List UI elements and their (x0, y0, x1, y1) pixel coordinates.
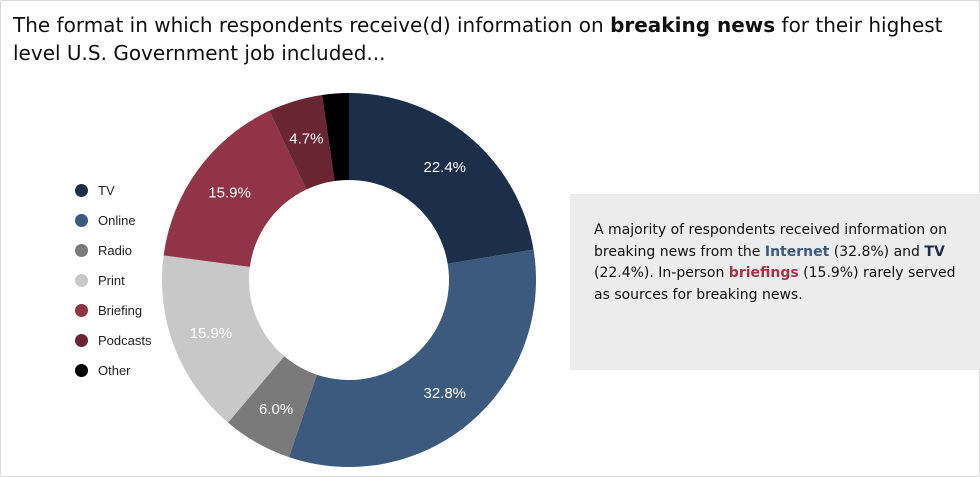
callout-part-1: A majority of respondents received infor… (594, 222, 947, 260)
callout-part-3: (22.4%). In-person (594, 265, 729, 281)
callout-box: A majority of respondents received infor… (570, 194, 980, 370)
slice-online (288, 249, 536, 467)
legend-swatch (75, 363, 88, 377)
slice-podcasts (269, 94, 335, 190)
callout-highlight-internet: Internet (764, 243, 830, 260)
legend-label: Other (98, 362, 131, 378)
title-bold: breaking news (610, 13, 776, 37)
legend-swatch (75, 213, 88, 227)
legend-item-online: Online (75, 205, 151, 235)
callout-part-4: (15.9%) rarely served as sources for bre… (594, 265, 956, 303)
legend-label: Online (98, 212, 136, 228)
slice-tv (349, 93, 534, 264)
legend-item-radio: Radio (75, 235, 151, 265)
callout-text: A majority of respondents received infor… (594, 220, 964, 306)
legend-item-briefing: Briefing (75, 295, 151, 325)
slice-label-podcasts: 4.7% (289, 130, 323, 147)
slice-print (161, 255, 285, 423)
slice-other (322, 93, 349, 182)
legend-swatch (75, 273, 88, 287)
legend-label: Radio (98, 242, 132, 258)
slice-label-tv: 22.4% (423, 159, 466, 176)
legend-swatch (75, 243, 88, 257)
legend-item-podcasts: Podcasts (75, 325, 151, 355)
legend-item-tv: TV (75, 175, 151, 205)
slice-label-briefing: 15.9% (208, 185, 251, 202)
slice-briefing (163, 110, 307, 267)
slice-label-print: 15.9% (190, 325, 233, 342)
chart-title: The format in which respondents receive(… (13, 11, 973, 67)
slice-label-online: 32.8% (423, 385, 466, 402)
legend-label: Briefing (98, 302, 143, 318)
legend-label: Podcasts (98, 332, 152, 348)
chart-legend: TV Online Radio Print Briefing Podcasts Other (75, 175, 151, 385)
legend-item-other: Other (75, 355, 151, 385)
legend-label: TV (98, 182, 115, 198)
legend-item-print: Print (75, 265, 151, 295)
legend-swatch (75, 333, 88, 347)
title-prefix: The format in which respondents receive(… (13, 13, 611, 37)
slice-radio (228, 356, 317, 458)
legend-swatch (75, 183, 88, 197)
legend-swatch (75, 303, 88, 317)
title-suffix: for their highest level U.S. Government … (13, 13, 943, 65)
callout-highlight-briefings: briefings (728, 265, 799, 281)
slice-label-radio: 6.0% (259, 401, 293, 418)
donut-chart: 22.4% 32.8% 6.0% 15.9% 15.9% 4.7% (161, 93, 536, 467)
legend-label: Print (98, 272, 125, 288)
callout-part-2: (32.8%) and (829, 243, 925, 260)
callout-highlight-tv: TV (924, 243, 945, 260)
